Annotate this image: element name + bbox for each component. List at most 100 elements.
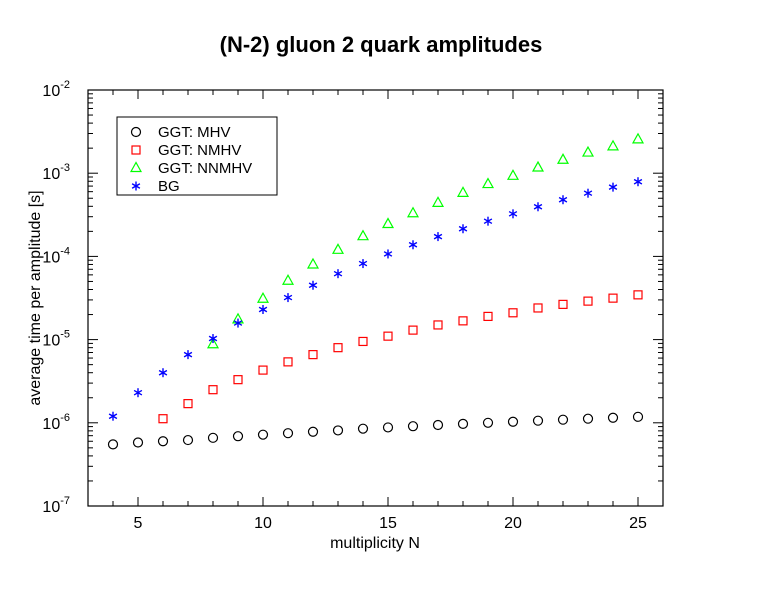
data-point (608, 182, 618, 192)
data-point (533, 202, 543, 212)
legend-marker (131, 145, 141, 155)
chart-title: (N-2) gluon 2 quark amplitudes (220, 32, 543, 57)
x-tick-label: 15 (379, 515, 397, 532)
data-point (482, 417, 494, 428)
data-point (582, 413, 594, 424)
data-point (456, 186, 470, 197)
data-point (433, 232, 443, 242)
y-tick-label: 10-3 (42, 162, 70, 183)
data-point (256, 291, 270, 303)
data-point (583, 296, 593, 306)
legend-box (116, 116, 278, 196)
data-point (107, 439, 119, 450)
data-point (406, 206, 420, 218)
data-point (282, 428, 294, 439)
data-point (433, 320, 443, 330)
y-tick-label: 10-2 (42, 79, 70, 100)
x-tick-label: 20 (504, 515, 522, 532)
data-point (358, 259, 368, 269)
data-point (208, 334, 218, 344)
legend-item-label: GGT: NNMHV (158, 160, 252, 177)
data-point (506, 169, 520, 180)
data-point (633, 177, 643, 187)
y-axis-label: average time per amplitude [s] (27, 190, 44, 405)
y-tick-label: 10-4 (42, 245, 70, 266)
data-point (132, 437, 144, 448)
data-point (507, 416, 519, 427)
data-point (283, 357, 293, 367)
data-point (333, 343, 343, 353)
x-tick-label: 10 (254, 515, 272, 532)
data-point (558, 299, 568, 309)
legend-marker (130, 126, 142, 138)
data-point (533, 303, 543, 313)
data-point (157, 436, 169, 447)
legend-marker (129, 161, 143, 173)
data-point (233, 318, 243, 328)
data-point (308, 280, 318, 290)
plot-area (87, 89, 664, 507)
y-tick-label: 10-5 (42, 329, 70, 350)
data-point (608, 293, 618, 303)
axis-ticks (87, 89, 664, 507)
y-tick-label: 10-7 (42, 495, 70, 516)
data-point (558, 195, 568, 205)
data-point (306, 257, 320, 269)
data-point (332, 425, 344, 436)
series-2 (206, 132, 645, 349)
data-point (258, 365, 268, 375)
data-point (408, 325, 418, 335)
data-point (457, 418, 469, 430)
data-point (483, 311, 493, 322)
data-point (383, 331, 393, 341)
data-point (383, 249, 393, 259)
data-point (607, 412, 619, 423)
legend-item-label: GGT: MHV (158, 124, 231, 141)
data-point (432, 419, 444, 431)
data-point (233, 375, 243, 385)
series-1 (158, 290, 643, 424)
data-point (431, 196, 445, 207)
data-point (257, 429, 269, 440)
data-point (407, 421, 419, 432)
data-point (458, 316, 468, 326)
data-point (483, 216, 493, 226)
data-point (283, 293, 293, 303)
data-point (331, 243, 345, 254)
data-point (381, 217, 395, 229)
data-point (581, 145, 595, 157)
data-point (382, 422, 394, 433)
x-tick-label: 5 (134, 515, 143, 532)
data-point (333, 269, 343, 279)
data-markers (107, 132, 645, 450)
y-tick-label: 10-6 (42, 412, 70, 433)
data-point (183, 399, 193, 409)
data-point (531, 160, 545, 172)
y-tick-labels: 10-7 10-6 10-5 10-4 10-3 10-2 (42, 79, 70, 516)
data-point (633, 290, 643, 300)
data-point (158, 414, 168, 424)
legend-item-label: BG (158, 178, 180, 195)
data-point (557, 414, 569, 425)
data-point (307, 426, 319, 437)
data-point (631, 132, 645, 144)
data-point (458, 224, 468, 234)
data-point (308, 350, 318, 360)
x-tick-label: 25 (629, 515, 647, 532)
data-point (108, 411, 118, 421)
data-point (183, 350, 193, 360)
data-point (158, 368, 168, 378)
data-point (508, 209, 518, 219)
data-point (258, 305, 268, 315)
legend-item-label: GGT: NMHV (158, 142, 241, 159)
data-point (208, 385, 218, 395)
data-point (206, 337, 220, 349)
data-point (583, 188, 593, 198)
data-point (182, 434, 194, 446)
data-point (532, 415, 544, 426)
data-point (508, 308, 518, 318)
data-point (481, 177, 495, 189)
data-point (632, 411, 644, 422)
